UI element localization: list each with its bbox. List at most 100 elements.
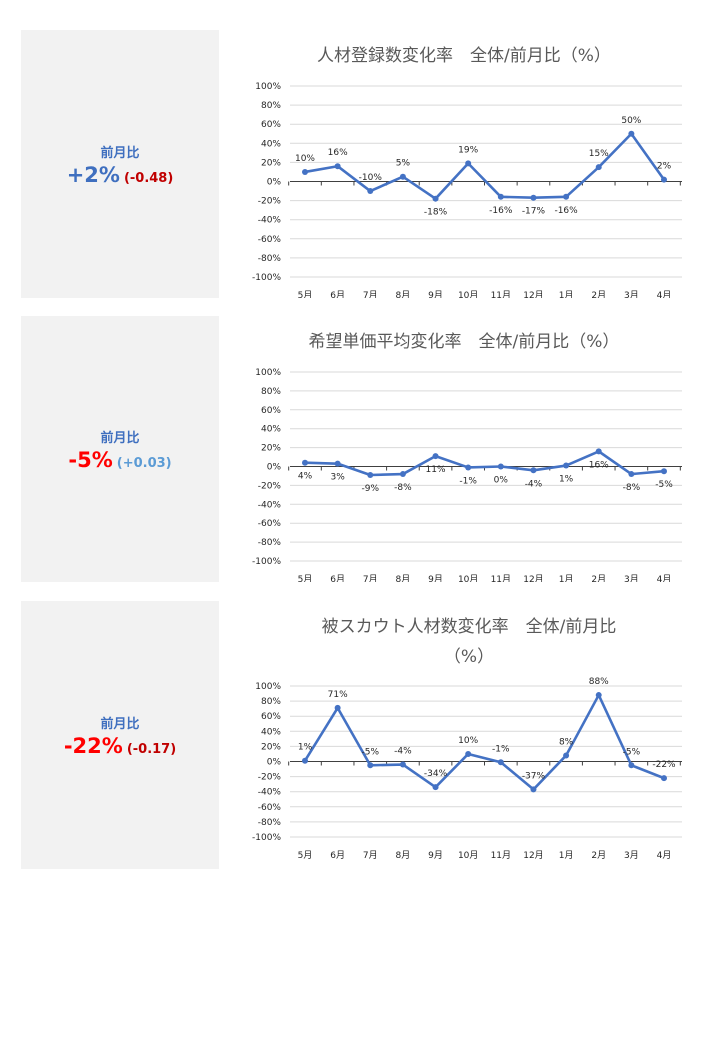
x-tick-label: 9月 [428,850,443,861]
data-label: -8% [394,483,412,493]
data-point [628,130,635,137]
x-tick-label: 10月 [458,850,478,861]
data-label: 50% [621,116,641,126]
x-tick-label: 6月 [330,290,345,298]
y-tick-label: -20% [258,197,282,207]
data-label: 10% [295,154,315,164]
x-tick-label: 5月 [298,574,313,582]
kpi-card: 前月比 -5% (+0.03) [21,316,219,582]
data-label: -5% [623,747,641,757]
y-tick-label: -20% [258,773,282,783]
data-point [563,462,570,469]
data-label: -22% [652,760,676,770]
data-label: -16% [489,206,513,216]
y-tick-label: 100% [255,368,281,378]
data-point [661,468,667,475]
data-label: 5% [396,159,411,169]
kpi-diff: (+0.03) [116,455,172,471]
data-label: -5% [362,747,380,757]
data-label: -9% [362,484,380,494]
y-tick-label: -80% [258,254,282,264]
data-point [399,761,406,768]
data-point [530,467,537,474]
y-tick-label: -40% [258,216,282,226]
data-label: -5% [655,480,673,490]
x-tick-label: 9月 [428,290,443,298]
data-point [334,163,341,170]
data-label: -34% [424,769,448,779]
line-chart: 被スカウト人材数変化率 全体/前月比 （%） 100% 80% 60% 40% 20% 0… [252,617,682,861]
y-tick-label: 80% [261,387,281,397]
data-label: -16% [554,206,578,216]
series-line [303,450,666,477]
data-point [661,176,667,183]
data-label: 10% [458,736,478,746]
data-point [367,762,374,769]
x-tick-label: 11月 [491,574,511,582]
kpi-label: 前月比 [100,716,140,732]
y-tick-label: 60% [261,406,281,416]
data-point [367,472,374,479]
data-label: 8% [559,737,574,747]
data-point [302,168,308,175]
x-tick-label: 5月 [298,290,313,298]
x-tick-label: 1月 [559,574,574,582]
data-point [465,750,472,757]
chart-title: 希望単価平均変化率 全体/前月比（%） [309,332,620,352]
y-tick-label: -100% [252,273,281,283]
data-point [497,759,504,766]
data-point [661,775,667,782]
data-label: -4% [525,479,543,489]
x-tick-label: 3月 [624,574,639,582]
x-tick-label: 8月 [396,850,411,861]
data-label: -8% [623,483,641,493]
y-tick-label: -60% [258,235,282,245]
data-point [563,193,570,200]
data-label: 16% [589,460,609,470]
panel-desired-unit-price: 前月比 -5% (+0.03) 希望単価平均変化率 全体/前月比（%） 100% 8… [0,316,720,582]
y-tick-label: 60% [261,120,281,130]
data-point [563,752,570,759]
kpi-label: 前月比 [100,430,140,446]
x-tick-label: 2月 [591,574,606,582]
data-label: -10% [359,173,383,183]
y-tick-label: 20% [261,742,281,752]
data-label: -18% [424,208,448,218]
data-label: 16% [328,148,348,158]
y-tick-label: -100% [252,833,281,843]
y-tick-label: -80% [258,818,282,828]
data-point [432,784,439,791]
x-tick-label: 12月 [523,850,543,861]
data-point [432,195,439,202]
data-point [465,160,472,167]
y-tick-label: 20% [261,158,281,168]
x-tick-label: 6月 [330,850,345,861]
y-tick-label: 0% [267,758,282,768]
x-tick-label: 1月 [559,290,574,298]
y-tick-label: 100% [255,82,281,92]
y-tick-label: 0% [267,463,282,473]
data-label: 19% [458,145,478,155]
series-line [303,693,666,791]
x-tick-label: 11月 [491,850,511,861]
data-label: -4% [394,747,412,757]
x-tick-label: 10月 [458,574,478,582]
data-point [367,188,374,195]
y-tick-label: 20% [261,444,281,454]
x-tick-label: 8月 [396,574,411,582]
x-tick-label: 1月 [559,850,574,861]
data-point [399,471,406,478]
chart-title: 人材登録数変化率 全体/前月比（%） [317,46,611,66]
data-label: 0% [494,476,509,486]
x-tick-label: 11月 [491,290,511,298]
data-label: 11% [426,465,446,475]
panel-scouted-talent: 前月比 -22% (-0.17) 被スカウト人材数変化率 全体/前月比 （%） 1… [0,601,720,869]
data-point [302,757,308,764]
y-tick-label: -40% [258,500,282,510]
data-point [497,193,504,200]
x-tick-label: 7月 [363,290,378,298]
data-point [628,471,635,478]
data-point [595,692,602,699]
x-tick-label: 4月 [657,290,672,298]
x-tick-label: 5月 [298,850,313,861]
